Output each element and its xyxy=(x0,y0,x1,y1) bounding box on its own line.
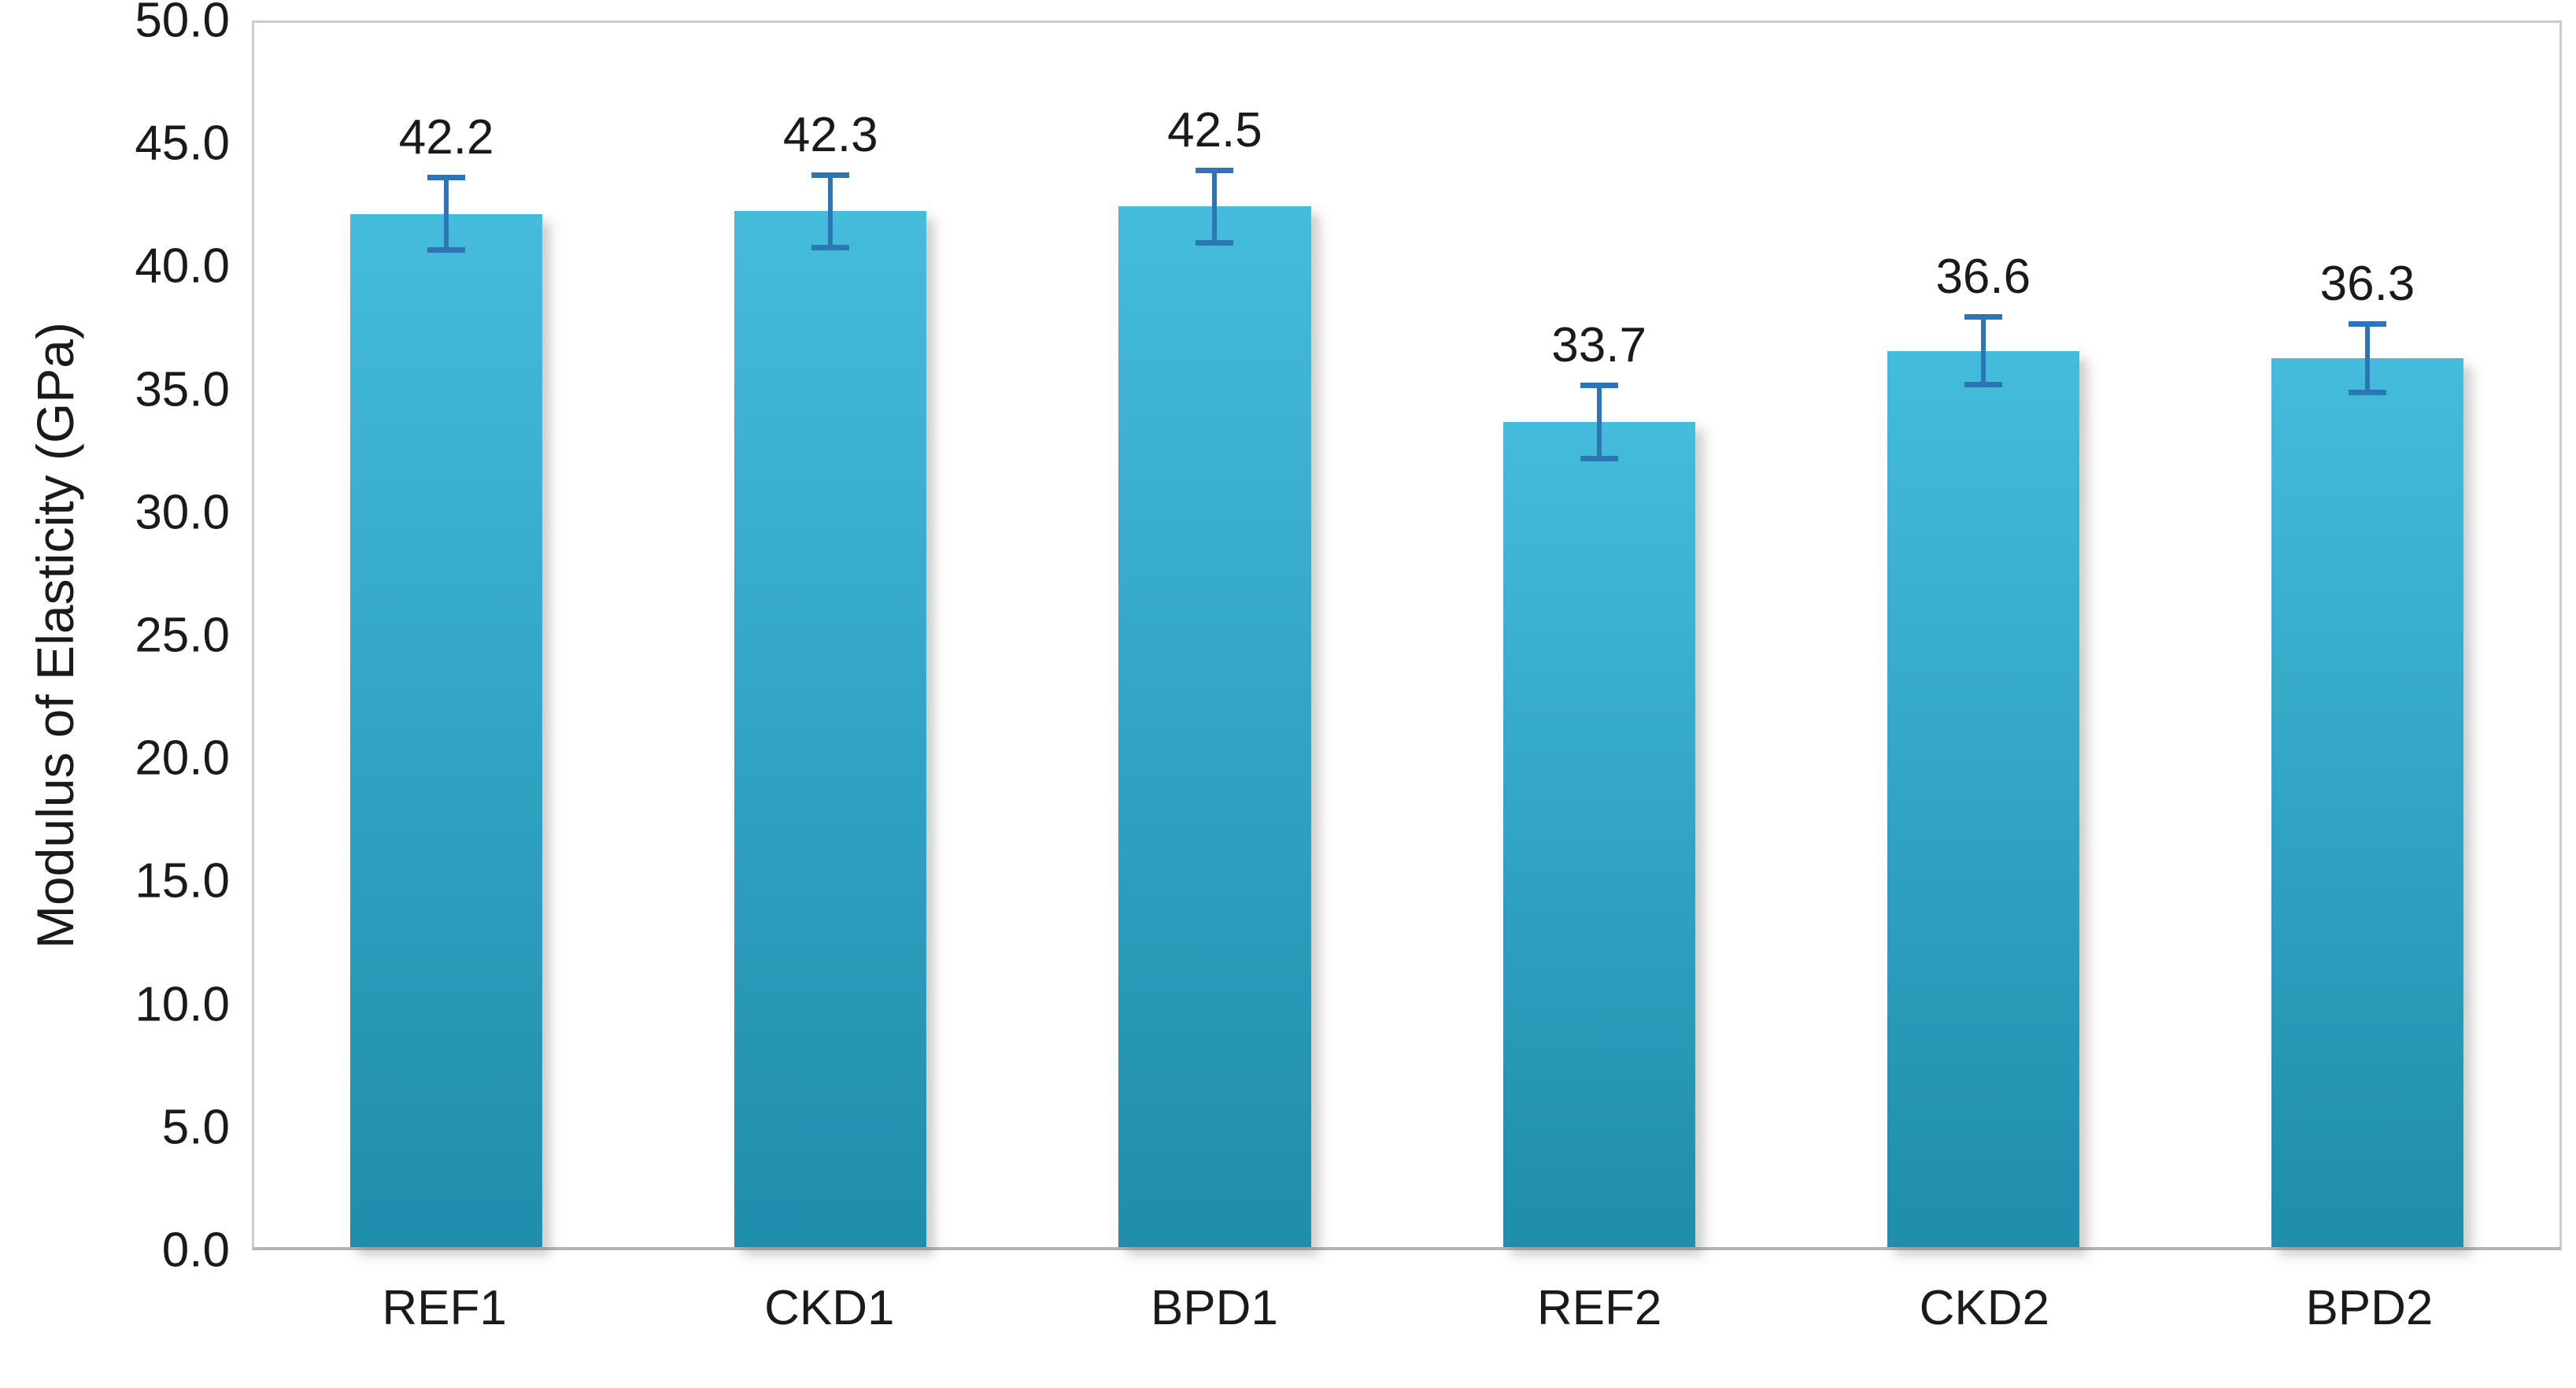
y-tick-label: 30.0 xyxy=(135,485,230,540)
bar-value-label: 36.3 xyxy=(2319,257,2415,312)
error-bar-cap-top xyxy=(1580,383,1618,389)
x-axis-label: REF2 xyxy=(1536,1281,1662,1335)
x-axis-label: BPD1 xyxy=(1150,1281,1278,1335)
error-bar-cap-top xyxy=(2348,321,2386,328)
bar-slot: 42.2 xyxy=(254,23,638,1247)
y-tick-label: 50.0 xyxy=(135,0,230,48)
error-bar xyxy=(811,172,850,251)
error-bar-cap-bottom xyxy=(811,245,850,251)
error-bar xyxy=(1196,167,1234,246)
bar-slot: 33.7 xyxy=(1407,23,1791,1247)
error-bar-cap-top xyxy=(811,172,850,178)
error-bar-cap-top xyxy=(427,174,466,180)
error-bar xyxy=(427,174,466,254)
error-bar-line xyxy=(1212,172,1218,241)
bar-value-label: 42.3 xyxy=(782,107,878,162)
bar-slot: 36.3 xyxy=(2175,23,2559,1247)
error-bar xyxy=(1580,383,1618,461)
bar-value-label: 36.6 xyxy=(1935,250,2031,305)
error-bar xyxy=(1964,314,2002,388)
y-tick-label: 15.0 xyxy=(135,853,230,909)
y-tick-label: 5.0 xyxy=(161,1100,230,1155)
bar xyxy=(1887,350,2079,1247)
bar-value-label: 33.7 xyxy=(1551,318,1646,373)
error-bar-cap-bottom xyxy=(2348,389,2386,395)
error-bar xyxy=(2348,321,2386,395)
error-bar-cap-top xyxy=(1196,167,1234,173)
bar-slot: 42.3 xyxy=(638,23,1022,1247)
error-bar-cap-bottom xyxy=(1196,240,1234,246)
y-tick-label: 40.0 xyxy=(135,239,230,294)
x-axis-label: REF1 xyxy=(382,1281,507,1335)
error-bar-line xyxy=(2364,327,2370,390)
error-bar-line xyxy=(828,177,833,246)
bar xyxy=(734,211,927,1247)
error-bar-line xyxy=(444,180,449,248)
x-axis-label: BPD2 xyxy=(2305,1281,2434,1335)
error-bar-cap-bottom xyxy=(427,247,466,254)
y-tick-label: 25.0 xyxy=(135,608,230,663)
error-bar-cap-bottom xyxy=(1964,382,2002,388)
error-bar-cap-top xyxy=(1964,314,2002,320)
error-bar-line xyxy=(1980,320,1986,383)
y-axis-ticks: 0.0 5.0 10.0 15.0 20.0 25.0 30.0 35.0 40.0 45.0 50… xyxy=(102,0,252,1278)
x-axis-labels: REF1 CKD1 BPD1 REF2 CKD2 BPD2 xyxy=(252,1250,2562,1380)
x-axis-label: CKD1 xyxy=(764,1281,895,1335)
bar xyxy=(1502,421,1695,1247)
plot-area: 42.2 42.3 42.5 33.7 36.6 36.3 xyxy=(252,20,2562,1250)
bar xyxy=(1118,206,1311,1247)
bar-value-label: 42.5 xyxy=(1167,102,1262,157)
bar-slot: 42.5 xyxy=(1022,23,1406,1247)
y-tick-label: 20.0 xyxy=(135,731,230,786)
error-bar-line xyxy=(1596,388,1602,456)
y-tick-label: 35.0 xyxy=(135,362,230,417)
y-axis-title: Modulus of Elasticity (GPa) xyxy=(26,322,84,949)
bar-value-label: 42.2 xyxy=(398,109,494,165)
bar xyxy=(2271,358,2463,1247)
bar xyxy=(350,213,543,1247)
y-tick-label: 45.0 xyxy=(135,116,230,171)
error-bar-cap-bottom xyxy=(1580,455,1618,461)
bar-slot: 36.6 xyxy=(1791,23,2175,1247)
x-axis-label: CKD2 xyxy=(1919,1281,2049,1335)
y-tick-label: 10.0 xyxy=(135,977,230,1032)
y-tick-label: 0.0 xyxy=(161,1223,230,1278)
